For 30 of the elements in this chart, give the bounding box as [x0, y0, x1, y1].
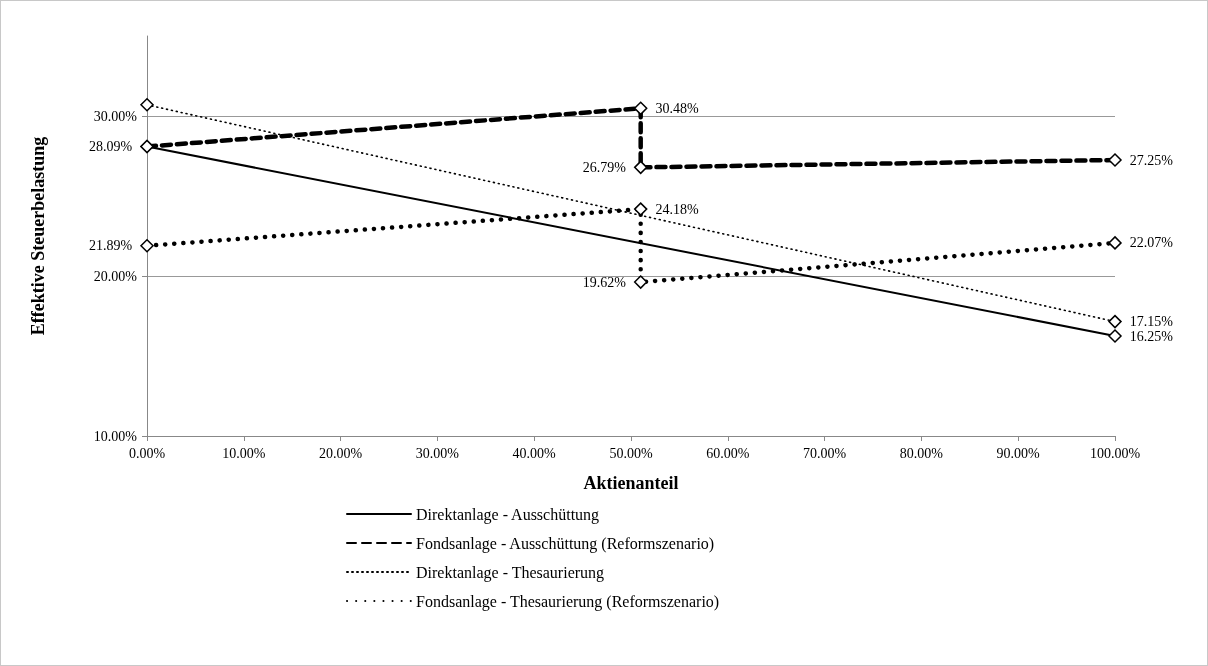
data-label: 27.25% — [1129, 152, 1174, 168]
y-tick-label: 30.00% — [93, 108, 138, 124]
y-tick-label: 10.00% — [93, 428, 138, 444]
x-tick-label: 30.00% — [415, 445, 460, 461]
legend-label: Direktanlage - Ausschüttung — [416, 505, 600, 524]
x-tick-label: 60.00% — [706, 445, 750, 461]
data-label: 24.18% — [655, 201, 699, 217]
y-axis-title: Effektive Steuerbelastung — [28, 136, 48, 336]
x-tick-label: 40.00% — [512, 445, 557, 461]
y-tick-label: 20.00% — [93, 268, 138, 284]
x-tick-label: 70.00% — [803, 445, 847, 461]
data-label: 28.09% — [89, 139, 133, 155]
data-label: 17.15% — [1129, 314, 1174, 330]
data-label: 16.25% — [1129, 328, 1174, 344]
legend-label: Fondsanlage - Ausschüttung (Reformszenario) — [416, 534, 715, 553]
legend-label: Direktanlage - Thesaurierung — [416, 563, 605, 582]
legend-label: Fondsanlage - Thesaurierung (Reformszenario) — [416, 592, 720, 611]
x-tick-label: 90.00% — [996, 445, 1041, 461]
x-tick-label: 20.00% — [319, 445, 363, 461]
x-tick-label: 10.00% — [222, 445, 266, 461]
data-label: 26.79% — [582, 159, 627, 175]
data-label: 19.62% — [582, 274, 627, 290]
data-label: 30.48% — [655, 100, 699, 116]
data-label: 21.89% — [89, 238, 133, 254]
x-tick-label: 50.00% — [609, 445, 653, 461]
x-tick-label: 100.00% — [1089, 445, 1141, 461]
x-tick-label: 0.00% — [128, 445, 166, 461]
data-label: 22.07% — [1129, 235, 1174, 251]
x-axis-title: Aktienanteil — [583, 473, 679, 493]
x-tick-label: 80.00% — [899, 445, 944, 461]
